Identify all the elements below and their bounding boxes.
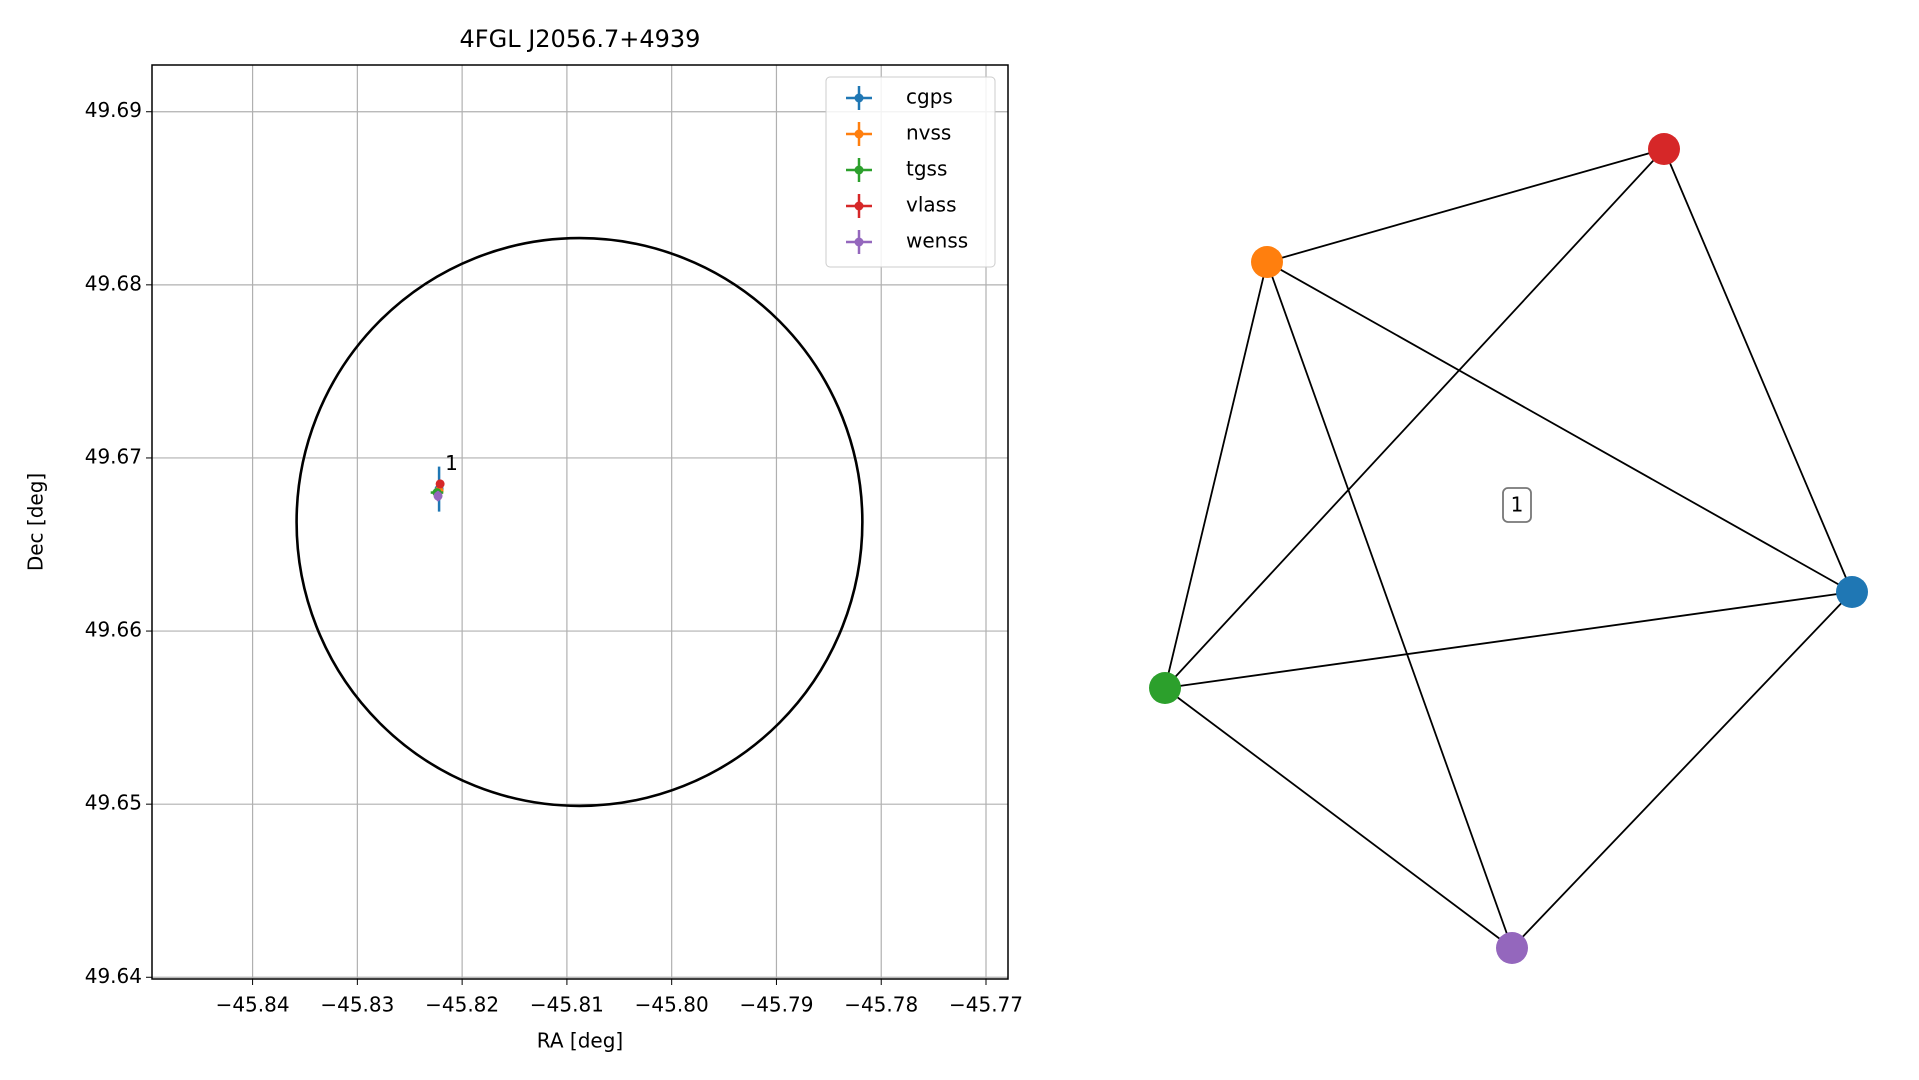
y-tick-label: 49.66	[85, 618, 142, 642]
y-tick-label: 49.65	[85, 791, 142, 815]
graph-label: 1	[1511, 493, 1524, 517]
annotation: 1	[445, 451, 458, 475]
chart-title: 4FGL J2056.7+4939	[460, 25, 701, 53]
node	[1836, 576, 1868, 608]
legend: cgps nvss tgss vlass wenss	[825, 76, 996, 268]
legend-label: tgss	[906, 157, 947, 181]
y-tick-label: 49.67	[85, 444, 142, 468]
node	[1496, 932, 1528, 964]
edge	[1266, 261, 1513, 949]
legend-marker	[854, 165, 864, 175]
x-tick-label: −45.83	[320, 993, 394, 1017]
x-tick-label: −45.79	[739, 993, 813, 1017]
region-circle	[295, 236, 864, 808]
legend-box	[825, 76, 996, 268]
x-tick-label: −45.77	[949, 993, 1023, 1017]
x-tick-label: −45.81	[530, 993, 604, 1017]
x-tick-label: −45.78	[844, 993, 918, 1017]
legend-marker	[854, 93, 864, 103]
node	[1648, 133, 1680, 165]
label-box	[1502, 487, 1532, 523]
edge	[1266, 148, 1665, 263]
legend-label: vlass	[906, 193, 957, 217]
legend-label: wenss	[906, 229, 968, 253]
edge	[1511, 591, 1853, 949]
y-tick-label: 49.69	[85, 98, 142, 122]
node	[1149, 672, 1181, 704]
x-tick-label: −45.82	[425, 993, 499, 1017]
y-axis-label: Dec [deg]	[24, 473, 48, 571]
axes-frame	[151, 64, 1009, 980]
edge	[1164, 591, 1853, 689]
x-tick-label: −45.84	[216, 993, 290, 1017]
x-tick-label: −45.80	[635, 993, 709, 1017]
edge	[1663, 148, 1853, 593]
legend-marker	[854, 237, 864, 247]
x-axis-label: RA [deg]	[537, 1029, 623, 1053]
y-tick-label: 49.64	[85, 964, 142, 988]
legend-marker	[854, 201, 864, 211]
node	[1251, 246, 1283, 278]
edge	[1164, 261, 1268, 689]
legend-label: cgps	[906, 85, 953, 109]
data-point	[433, 491, 443, 501]
edge	[1266, 261, 1853, 593]
legend-marker	[854, 129, 864, 139]
legend-label: nvss	[906, 121, 951, 145]
edge	[1164, 148, 1665, 689]
data-point	[435, 479, 445, 489]
y-tick-label: 49.68	[85, 271, 142, 295]
edge	[1164, 687, 1513, 949]
